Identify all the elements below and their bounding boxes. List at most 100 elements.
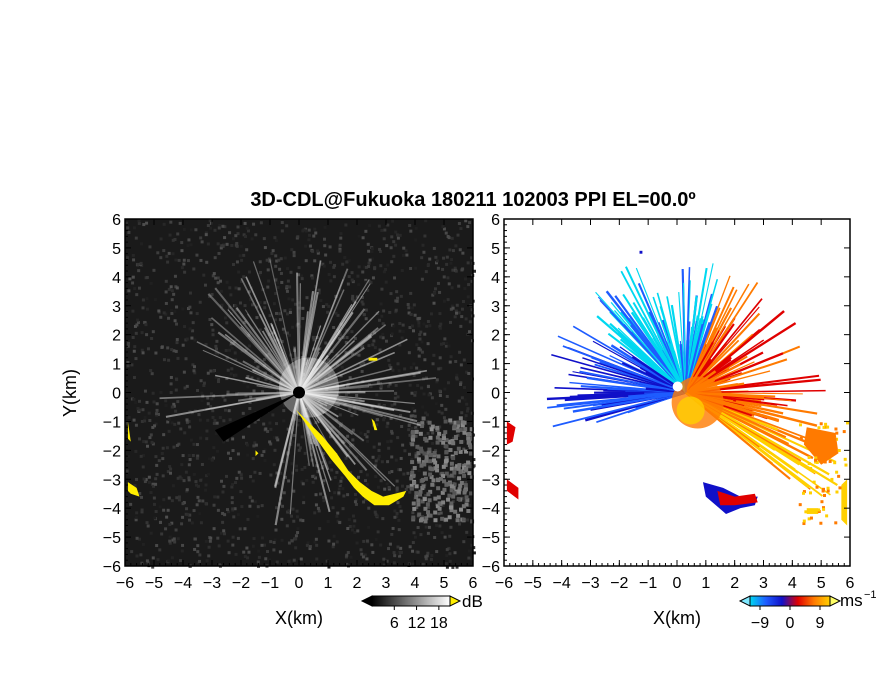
snr-noise-cell: [307, 238, 311, 242]
snr-noise-cell: [154, 422, 158, 426]
snr-noise-cell: [294, 537, 298, 541]
snr-noise-cell: [451, 249, 455, 253]
snr-noise-cell: [177, 258, 181, 262]
snr-noise-cell: [362, 313, 366, 317]
velocity-speck: [820, 500, 824, 504]
snr-noise-cell: [222, 419, 226, 423]
snr-noise-cell: [426, 431, 430, 435]
snr-noise-cell: [153, 298, 157, 302]
velocity-speck: [802, 490, 806, 494]
snr-cloud-cell: [451, 494, 456, 499]
snr-noise-cell: [191, 321, 195, 325]
snr-noise-cell: [135, 511, 139, 515]
snr-noise-cell: [248, 270, 252, 274]
snr-noise-cell: [310, 451, 314, 455]
snr-noise-cell: [170, 499, 174, 503]
velocity-speck: [833, 461, 837, 465]
snr-cloud-cell: [419, 463, 424, 468]
snr-noise-cell: [305, 543, 309, 547]
snr-noise-cell: [458, 350, 462, 354]
snr-noise-cell: [419, 330, 423, 334]
snr-noise-cell: [134, 515, 138, 519]
snr-noise-cell: [168, 233, 172, 237]
snr-noise-cell: [189, 311, 193, 315]
snr-noise-cell: [325, 559, 329, 563]
snr-noise-cell: [423, 358, 427, 362]
snr-noise-cell: [215, 347, 219, 351]
x-tick-label: 4: [411, 575, 420, 592]
snr-noise-cell: [272, 548, 276, 552]
snr-noise-cell: [253, 470, 257, 474]
snr-noise-cell: [246, 453, 250, 457]
snr-cloud-cell: [464, 502, 469, 507]
snr-noise-cell: [211, 409, 215, 413]
snr-noise-cell: [210, 397, 214, 401]
snr-ray: [274, 392, 301, 526]
snr-noise-cell: [191, 453, 195, 457]
snr-noise-cell: [425, 554, 429, 558]
velocity-speck: [846, 421, 850, 425]
snr-noise-cell: [378, 250, 382, 254]
snr-noise-cell: [254, 443, 258, 447]
snr-noise-cell: [461, 300, 465, 304]
snr-noise-cell: [173, 422, 177, 426]
snr-noise-cell: [432, 246, 436, 250]
snr-noise-cell: [383, 416, 387, 420]
snr-noise-cell: [459, 363, 463, 367]
snr-noise-cell: [352, 524, 356, 528]
snr-noise-cell: [303, 451, 307, 455]
snr-noise-cell: [228, 286, 232, 290]
snr-noise-cell: [297, 306, 301, 310]
snr-noise-cell: [390, 455, 394, 459]
snr-noise-cell: [356, 475, 360, 479]
snr-noise-cell: [212, 527, 216, 531]
snr-noise-cell: [240, 279, 244, 283]
velocity-speck: [798, 423, 802, 427]
snr-cloud-cell: [435, 477, 440, 482]
velocity-echo-region: [806, 508, 819, 514]
snr-noise-cell: [380, 287, 384, 291]
snr-noise-cell: [125, 469, 129, 473]
snr-noise-cell: [327, 350, 331, 354]
snr-cloud-cell: [412, 481, 417, 486]
y-tick-label: −6: [482, 559, 500, 576]
snr-cloud-cell: [468, 445, 473, 450]
snr-cloud-cell: [425, 502, 430, 507]
snr-noise-cell: [408, 433, 412, 437]
y-tick-label: 3: [491, 299, 500, 316]
snr-noise-cell: [341, 487, 345, 491]
snr-noise-cell: [276, 280, 280, 284]
snr-cloud-cell: [459, 439, 464, 444]
snr-noise-cell: [248, 407, 252, 411]
snr-noise-cell: [338, 413, 342, 417]
snr-colorbar-unit: dB: [462, 592, 483, 611]
snr-noise-cell: [438, 524, 442, 528]
snr-noise-cell: [395, 299, 399, 303]
velocity-speck: [801, 491, 805, 495]
snr-noise-cell: [260, 543, 264, 547]
snr-noise-cell: [180, 463, 184, 467]
snr-noise-cell: [180, 266, 184, 270]
snr-noise-cell: [153, 516, 157, 520]
velocity-speck: [822, 425, 826, 429]
snr-noise-cell: [361, 302, 365, 306]
snr-noise-cell: [300, 467, 304, 471]
snr-noise-cell: [428, 324, 432, 328]
snr-noise-cell: [249, 395, 253, 399]
snr-noise-cell: [301, 519, 305, 523]
snr-noise-cell: [354, 498, 358, 502]
snr-noise-cell: [363, 433, 367, 437]
snr-noise-cell: [364, 479, 368, 483]
snr-noise-cell: [440, 531, 444, 535]
snr-noise-cell: [297, 273, 301, 277]
snr-noise-cell: [164, 404, 168, 408]
snr-noise-cell: [216, 242, 220, 246]
snr-shadow-wedge: [214, 392, 299, 442]
snr-noise-cell: [267, 257, 271, 261]
snr-noise-cell: [218, 416, 222, 420]
snr-noise-cell: [384, 267, 388, 271]
snr-noise-cell: [159, 237, 163, 241]
snr-cloud-cell: [409, 483, 414, 488]
snr-cloud-cell: [443, 430, 448, 435]
snr-noise-cell: [276, 438, 280, 442]
